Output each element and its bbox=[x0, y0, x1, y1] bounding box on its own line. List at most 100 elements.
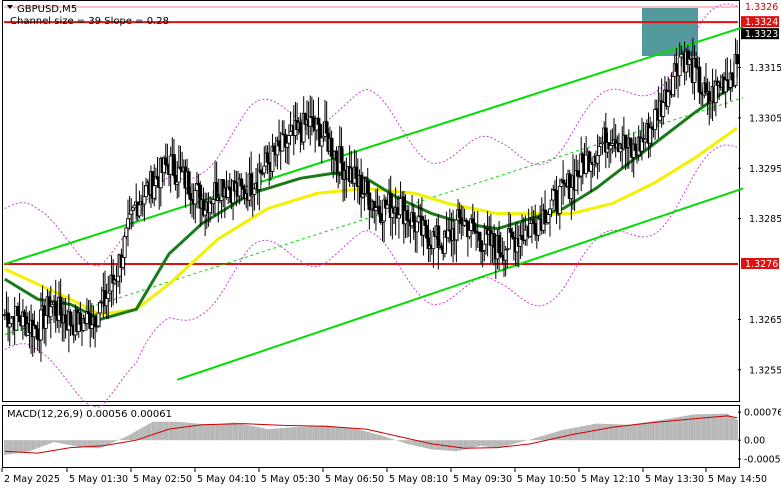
candle-body bbox=[58, 296, 63, 316]
candle-body bbox=[7, 323, 12, 328]
candle-body bbox=[508, 228, 513, 233]
candle-body bbox=[172, 154, 176, 176]
candle-body bbox=[106, 292, 111, 299]
candle-body bbox=[533, 223, 538, 235]
candle-body bbox=[510, 231, 515, 238]
candle-body bbox=[397, 214, 401, 219]
candle-body bbox=[188, 192, 193, 200]
candle-body bbox=[127, 213, 132, 220]
candle-body bbox=[96, 312, 101, 327]
candle-body bbox=[48, 306, 53, 318]
candle-body bbox=[126, 218, 130, 229]
candle-body bbox=[424, 224, 429, 239]
candle-body bbox=[63, 314, 68, 324]
x-tick-label: 5 May 14:50 bbox=[708, 474, 767, 485]
candle-body bbox=[168, 155, 173, 175]
candle-body bbox=[623, 134, 628, 149]
candle bbox=[735, 40, 740, 78]
candle-body bbox=[311, 116, 316, 128]
x-tick-label: 5 May 13:30 bbox=[645, 474, 704, 485]
macd-header-label: MACD(12,26,9) 0.00056 0.00061 bbox=[7, 409, 172, 420]
candle-body bbox=[277, 140, 281, 147]
candle-body bbox=[454, 219, 459, 241]
y-tick-label: 1.3305 bbox=[749, 113, 781, 124]
candle-body bbox=[286, 134, 291, 144]
candle-body bbox=[492, 233, 497, 248]
candle-body bbox=[144, 185, 148, 198]
candle-body bbox=[34, 325, 38, 330]
candle-body bbox=[285, 142, 290, 148]
candle-body bbox=[477, 231, 482, 242]
candle-body bbox=[723, 79, 728, 93]
candle-body bbox=[551, 189, 556, 201]
candle-body bbox=[17, 315, 22, 322]
candle-body bbox=[43, 315, 48, 329]
price-tag-box bbox=[741, 1, 779, 13]
price-tag-label: 1.3324 bbox=[745, 17, 778, 28]
candle-body bbox=[543, 209, 547, 225]
candle-body bbox=[598, 143, 603, 147]
candle-body bbox=[193, 189, 198, 205]
candle-body bbox=[503, 249, 508, 261]
candle-body bbox=[227, 186, 232, 191]
price-tag-label: 1.3323 bbox=[745, 29, 778, 40]
y-tick-label: 1.3255 bbox=[749, 365, 781, 376]
candle-body bbox=[531, 219, 536, 224]
candle-body bbox=[666, 91, 671, 107]
candle-body bbox=[22, 311, 27, 318]
y-tick-label: 1.3295 bbox=[749, 164, 781, 175]
y-tick-label: 1.3315 bbox=[749, 63, 781, 74]
macd-signal-line bbox=[4, 415, 738, 454]
x-tick-label: 5 May 05:30 bbox=[261, 474, 320, 485]
candle-body bbox=[241, 185, 245, 190]
candle-body bbox=[584, 154, 589, 175]
x-tick-label: 5 May 01:30 bbox=[69, 474, 128, 485]
candle-body bbox=[415, 221, 419, 233]
candle-body bbox=[628, 137, 633, 147]
candle-body bbox=[575, 170, 580, 177]
candle-body bbox=[497, 235, 501, 254]
candle bbox=[186, 168, 191, 197]
candle-body bbox=[129, 209, 134, 215]
resistance-highlight-box bbox=[642, 8, 698, 56]
channel-info-label: Channel size = 39 Slope = 0.28 bbox=[10, 16, 169, 27]
candle-body bbox=[93, 316, 98, 328]
candle-body bbox=[580, 153, 585, 163]
x-tick-label: 5 May 10:50 bbox=[517, 474, 576, 485]
candle-body bbox=[308, 116, 313, 127]
x-tick-label: 5 May 09:30 bbox=[453, 474, 512, 485]
x-tick-label: 5 May 04:10 bbox=[197, 474, 256, 485]
candle-body bbox=[557, 186, 562, 214]
macd-tick-label: 0.00 bbox=[744, 436, 765, 447]
price-tag-label: 1.3276 bbox=[745, 259, 778, 270]
price-tag-box bbox=[741, 28, 779, 40]
candle-body bbox=[377, 205, 382, 215]
candle-body bbox=[116, 275, 121, 282]
candle-body bbox=[365, 180, 370, 194]
ema-fast-line bbox=[4, 81, 739, 322]
candle-body bbox=[124, 227, 129, 238]
candle-body bbox=[674, 63, 679, 72]
candle-body bbox=[694, 58, 699, 68]
candle-body bbox=[137, 204, 142, 217]
candle-body bbox=[262, 165, 267, 174]
candle-body bbox=[520, 235, 524, 240]
candle-body bbox=[528, 223, 533, 237]
candle-body bbox=[89, 324, 94, 329]
candle-body bbox=[16, 306, 20, 317]
dropdown-triangle-icon[interactable] bbox=[7, 5, 13, 9]
candle-body bbox=[648, 127, 653, 144]
candle-body bbox=[398, 198, 403, 216]
candle-body bbox=[549, 199, 554, 210]
candle-body bbox=[671, 76, 676, 96]
candle-body bbox=[367, 192, 372, 210]
candle-body bbox=[470, 218, 475, 224]
candle-body bbox=[324, 121, 329, 134]
candle-body bbox=[78, 312, 83, 325]
candle-body bbox=[597, 146, 602, 156]
candle-body bbox=[554, 190, 559, 211]
symbol-label: GBPUSD,M5 bbox=[17, 4, 77, 15]
y-tick-label: 1.3285 bbox=[749, 214, 781, 225]
